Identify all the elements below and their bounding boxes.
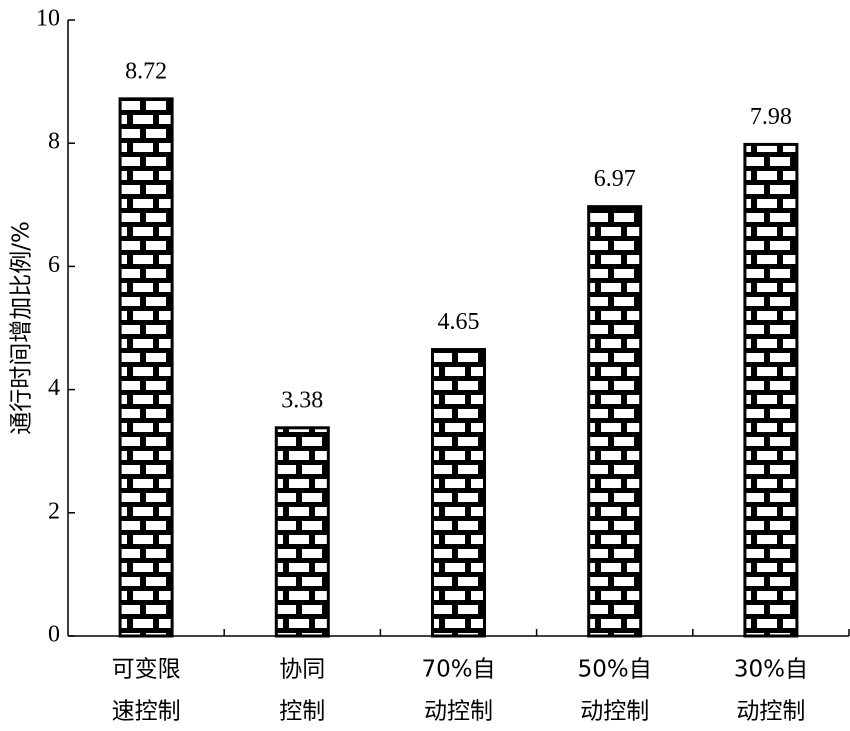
bar — [274, 426, 330, 638]
y-tick-label: 8 — [48, 129, 60, 155]
value-label: 7.98 — [750, 104, 792, 130]
value-label: 4.65 — [438, 309, 480, 335]
bar — [743, 142, 799, 638]
bar — [431, 348, 486, 638]
bar — [118, 97, 174, 638]
y-tick-label: 10 — [36, 6, 60, 32]
x-tick-label: 70%自 — [421, 657, 495, 683]
x-tick-label: 动控制 — [736, 699, 805, 725]
x-tick-label: 动控制 — [424, 699, 493, 725]
x-tick-label: 协同 — [279, 657, 325, 683]
y-tick-label: 4 — [48, 375, 60, 401]
x-tick-label: 速控制 — [112, 699, 181, 725]
x-tick-label: 动控制 — [580, 699, 649, 725]
x-tick-label: 30%自 — [734, 657, 808, 683]
x-tick-label: 50%自 — [578, 657, 652, 683]
value-label: 6.97 — [594, 166, 636, 192]
x-tick-label: 控制 — [279, 699, 325, 725]
y-axis-label: 通行时间增加比例/% — [9, 221, 35, 435]
x-tick-label: 可变限 — [112, 657, 181, 683]
y-tick-label: 2 — [48, 498, 60, 524]
y-tick-label: 6 — [48, 252, 60, 278]
bar — [587, 205, 643, 638]
value-label: 3.38 — [281, 387, 323, 413]
value-label: 8.72 — [125, 58, 167, 84]
y-tick-label: 0 — [48, 622, 60, 648]
